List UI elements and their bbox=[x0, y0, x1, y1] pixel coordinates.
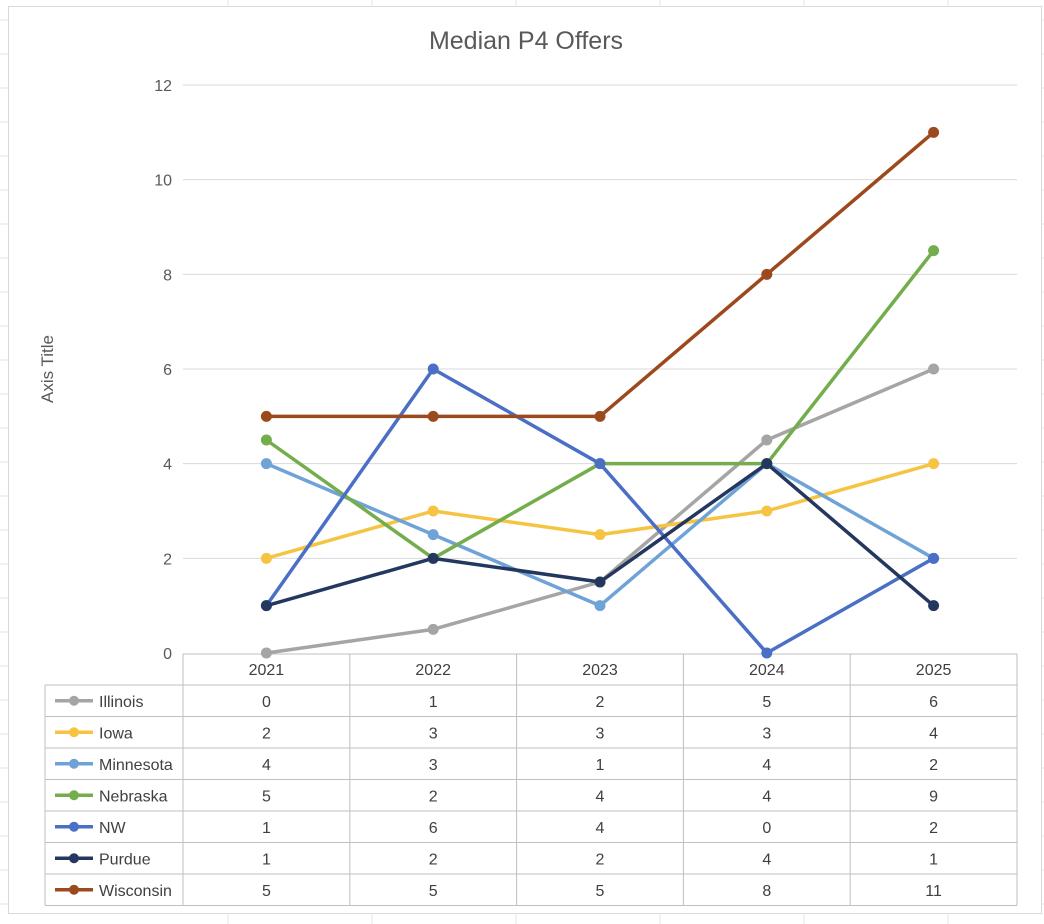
table-cell: 4 bbox=[762, 851, 771, 868]
x-tick-label: 2024 bbox=[749, 662, 785, 679]
table-cell: 4 bbox=[596, 820, 605, 837]
legend-label: NW bbox=[99, 820, 127, 837]
table-cell: 2 bbox=[429, 851, 438, 868]
table-cell: 0 bbox=[262, 694, 271, 711]
table-cell: 6 bbox=[929, 694, 938, 711]
table-cell: 3 bbox=[429, 757, 438, 774]
table-cell: 6 bbox=[429, 820, 438, 837]
table-cell: 1 bbox=[429, 694, 438, 711]
x-tick-label: 2021 bbox=[249, 662, 285, 679]
table-cell: 2 bbox=[429, 788, 438, 805]
table-cell: 5 bbox=[262, 788, 271, 805]
y-axis-title[interactable]: Axis Title bbox=[38, 335, 57, 403]
data-point[interactable] bbox=[260, 647, 272, 659]
data-point[interactable] bbox=[260, 458, 272, 470]
legend-key-marker bbox=[69, 821, 79, 832]
legend-key-marker bbox=[69, 727, 79, 738]
data-point[interactable] bbox=[928, 458, 940, 470]
data-point[interactable] bbox=[928, 363, 940, 375]
data-point[interactable] bbox=[427, 363, 439, 375]
table-cell: 11 bbox=[925, 883, 942, 900]
table-cell: 4 bbox=[929, 725, 938, 742]
x-tick-label: 2025 bbox=[916, 662, 952, 679]
y-tick-label: 0 bbox=[163, 646, 172, 663]
data-point[interactable] bbox=[427, 529, 439, 541]
table-cell: 2 bbox=[596, 694, 605, 711]
table-cell: 2 bbox=[262, 725, 271, 742]
y-tick-labels: 0 2 4 6 8 10 12 bbox=[154, 78, 172, 663]
table-cell: 2 bbox=[596, 851, 605, 868]
gridlines bbox=[183, 84, 1017, 559]
data-point[interactable] bbox=[761, 458, 773, 470]
table-cell: 5 bbox=[262, 883, 271, 900]
chart-title: Median P4 Offers bbox=[429, 27, 623, 55]
table-cell: 4 bbox=[762, 757, 771, 774]
legend-key-marker bbox=[69, 884, 79, 895]
table-cell: 2 bbox=[929, 820, 938, 837]
legend-label: Iowa bbox=[99, 725, 133, 742]
table-cell: 4 bbox=[762, 788, 771, 805]
data-point[interactable] bbox=[761, 434, 773, 446]
legend-key-marker bbox=[69, 853, 79, 864]
data-point[interactable] bbox=[594, 529, 606, 541]
table-cell: 3 bbox=[596, 725, 605, 742]
table-cell: 3 bbox=[429, 725, 438, 742]
data-point[interactable] bbox=[427, 552, 439, 564]
legend-key-marker bbox=[69, 695, 79, 706]
x-tick-label: 2023 bbox=[582, 662, 618, 679]
series-line[interactable] bbox=[265, 249, 935, 561]
data-point[interactable] bbox=[594, 600, 606, 612]
table-cell: 4 bbox=[596, 788, 605, 805]
table-cell: 5 bbox=[596, 883, 605, 900]
y-tick-label: 10 bbox=[154, 173, 172, 190]
y-tick-label: 12 bbox=[154, 78, 172, 95]
data-point[interactable] bbox=[427, 410, 439, 422]
data-point[interactable] bbox=[260, 600, 272, 612]
x-tick-label: 2022 bbox=[415, 662, 451, 679]
table-cell: 1 bbox=[929, 851, 938, 868]
data-point[interactable] bbox=[427, 505, 439, 517]
legend-label: Nebraska bbox=[99, 788, 168, 805]
legend-key-marker bbox=[69, 790, 79, 801]
y-tick-label: 2 bbox=[163, 551, 172, 568]
legend-label: Illinois bbox=[99, 694, 143, 711]
y-tick-label: 6 bbox=[163, 362, 172, 379]
data-point[interactable] bbox=[761, 647, 773, 659]
table-cell: 4 bbox=[262, 757, 271, 774]
data-point[interactable] bbox=[260, 410, 272, 422]
data-point[interactable] bbox=[928, 245, 940, 257]
data-point[interactable] bbox=[761, 268, 773, 280]
data-point[interactable] bbox=[928, 126, 940, 138]
data-point[interactable] bbox=[594, 458, 606, 470]
table-cell: 5 bbox=[429, 883, 438, 900]
table-cell: 3 bbox=[762, 725, 771, 742]
table-cell: 0 bbox=[762, 820, 771, 837]
y-tick-label: 8 bbox=[163, 267, 172, 284]
legend-label: Purdue bbox=[99, 851, 151, 868]
table-cell: 8 bbox=[762, 883, 771, 900]
data-point[interactable] bbox=[928, 600, 940, 612]
data-point[interactable] bbox=[427, 623, 439, 635]
legend-label: Minnesota bbox=[99, 757, 173, 774]
table-cell: 2 bbox=[929, 757, 938, 774]
data-point[interactable] bbox=[761, 505, 773, 517]
table-cell: 9 bbox=[929, 788, 938, 805]
data-point[interactable] bbox=[260, 434, 272, 446]
table-cell: 1 bbox=[262, 820, 271, 837]
chart-area[interactable]: Median P4 Offers Axis Title 0 2 4 6 8 10 12 20… bbox=[8, 6, 1042, 914]
legend-label: Wisconsin bbox=[99, 883, 172, 900]
table-cell: 1 bbox=[262, 851, 271, 868]
y-tick-label: 4 bbox=[163, 457, 172, 474]
data-point[interactable] bbox=[594, 576, 606, 588]
legend-key-marker bbox=[69, 758, 79, 769]
data-point[interactable] bbox=[260, 552, 272, 564]
series-lines bbox=[260, 126, 940, 659]
table-cell: 1 bbox=[596, 757, 605, 774]
data-point[interactable] bbox=[928, 552, 940, 564]
table-cell: 5 bbox=[762, 694, 771, 711]
data-point[interactable] bbox=[594, 410, 606, 422]
